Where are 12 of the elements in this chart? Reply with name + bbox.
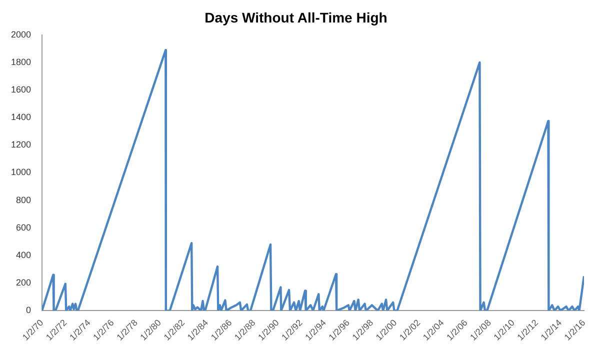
y-tick-label: 1400 xyxy=(10,112,32,122)
y-tick-label: 600 xyxy=(16,222,32,232)
y-tick-label: 1800 xyxy=(10,56,32,67)
y-tick-label: 1600 xyxy=(10,84,32,94)
y-tick-label: 2000 xyxy=(10,29,32,40)
y-tick-label: 400 xyxy=(16,250,32,260)
y-tick-label: 0 xyxy=(26,305,32,316)
y-tick-label: 200 xyxy=(16,278,32,288)
chart-title: Days Without All-Time High xyxy=(204,9,388,26)
y-tick-label: 1000 xyxy=(10,167,32,178)
y-tick-label: 800 xyxy=(16,194,32,205)
y-tick-label: 1200 xyxy=(10,140,32,150)
